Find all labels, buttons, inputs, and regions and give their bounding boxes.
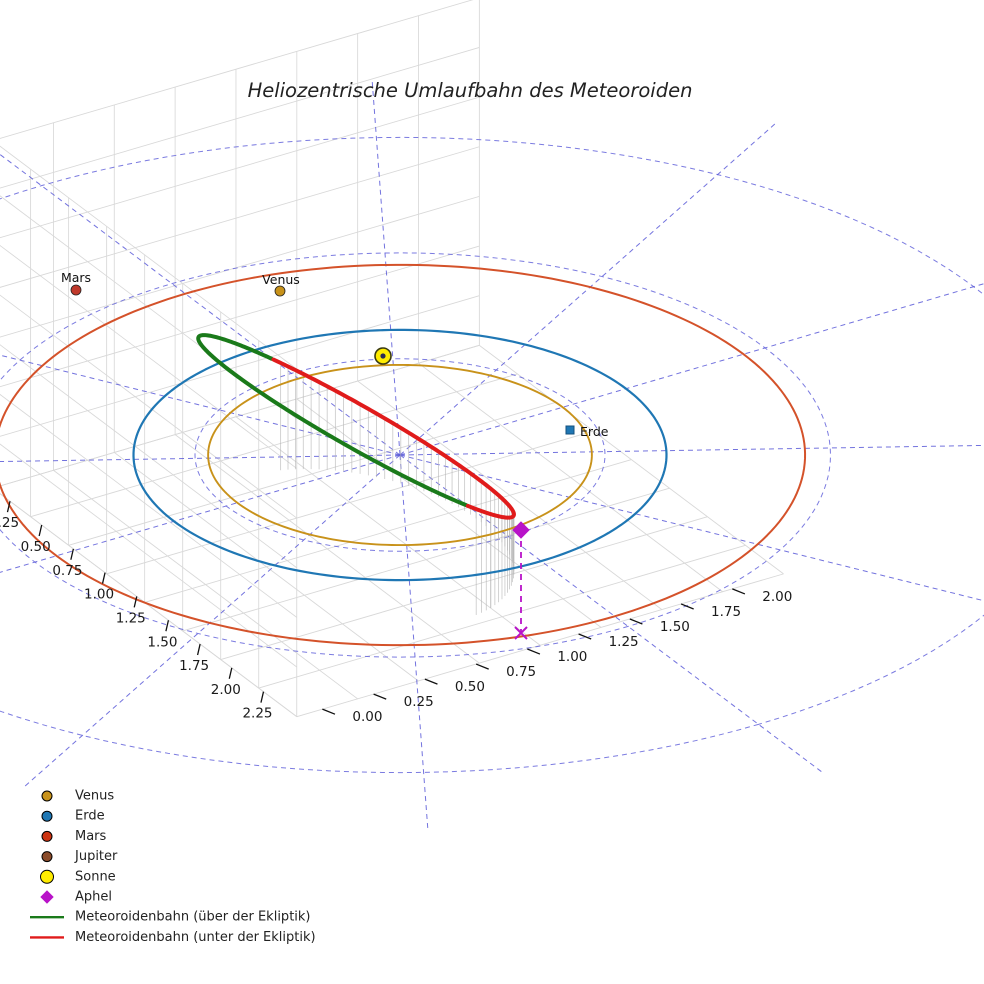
legend-label: Aphel bbox=[75, 890, 112, 905]
legend-marker bbox=[40, 869, 54, 884]
legend-item[interactable]: Meteoroidenbahn (über der Ekliptik) bbox=[30, 910, 311, 925]
legend-label: Mars bbox=[75, 829, 107, 844]
axis-tick-label: 1.00 bbox=[84, 587, 114, 603]
axis-tick-label: 0.75 bbox=[506, 664, 536, 680]
legend-marker bbox=[41, 790, 53, 802]
meteoroid-orbit bbox=[196, 333, 516, 520]
legend-item[interactable]: Sonne bbox=[40, 869, 116, 884]
axis-tick-label: 1.75 bbox=[179, 658, 209, 674]
venus-marker bbox=[274, 285, 286, 297]
body-markers bbox=[70, 284, 575, 640]
legend-label: Meteoroidenbahn (über der Ekliptik) bbox=[75, 910, 311, 925]
axes-panes bbox=[0, 0, 784, 718]
axis-tick-label: 2.00 bbox=[762, 589, 792, 605]
axis-tick-label: 0.25 bbox=[0, 515, 19, 531]
axis-tick-label: 2.25 bbox=[242, 706, 272, 722]
legend-item[interactable]: Aphel bbox=[40, 890, 112, 905]
legend-label: Venus bbox=[75, 789, 114, 804]
venus-label: Venus bbox=[262, 272, 300, 287]
ecliptic-guide-grid bbox=[0, 79, 984, 831]
legend-marker bbox=[41, 830, 53, 842]
mars-marker bbox=[70, 284, 82, 296]
legend-label: Jupiter bbox=[74, 849, 118, 864]
legend-label: Sonne bbox=[75, 869, 116, 884]
legend-item[interactable]: Mars bbox=[41, 829, 107, 844]
erde-marker bbox=[565, 425, 575, 435]
legend-label: Erde bbox=[75, 809, 105, 824]
planet-orbits bbox=[0, 263, 807, 647]
legend-marker bbox=[40, 890, 54, 904]
sonne-marker bbox=[374, 347, 392, 365]
axis-tick-label: 0.50 bbox=[21, 539, 51, 555]
page-title: Heliozentrische Umlaufbahn des Meteoroid… bbox=[248, 79, 693, 102]
axis-tick-label: 0.00 bbox=[352, 709, 382, 725]
erde-label: Erde bbox=[580, 424, 609, 439]
legend-item[interactable]: Venus bbox=[41, 789, 114, 804]
legend-marker bbox=[41, 810, 53, 822]
axis-tick-label: 2.00 bbox=[211, 682, 241, 698]
axis-tick-label: 0.50 bbox=[455, 679, 485, 695]
legend-marker bbox=[41, 851, 53, 863]
axis-tick-label: 0.25 bbox=[404, 694, 434, 710]
axis-tick-label: 0.75 bbox=[52, 563, 82, 579]
aphel-projection-marker bbox=[514, 626, 528, 640]
body-text-labels: Mars Venus Erde bbox=[61, 270, 609, 439]
aphel-marker bbox=[512, 521, 530, 539]
axis-tick-label: 1.00 bbox=[557, 649, 587, 665]
orbit-drop-stems bbox=[280, 362, 515, 615]
legend-item[interactable]: Jupiter bbox=[41, 849, 118, 864]
legend: Venus Erde Mars Jupiter Sonne Aphel Meteoroide… bbox=[30, 789, 316, 945]
legend-item[interactable]: Erde bbox=[41, 809, 105, 824]
axis-tick-label: 1.25 bbox=[116, 610, 146, 626]
legend-item[interactable]: Meteoroidenbahn (unter der Ekliptik) bbox=[30, 930, 316, 945]
mars-label: Mars bbox=[61, 270, 91, 285]
legend-label: Meteoroidenbahn (unter der Ekliptik) bbox=[75, 930, 316, 945]
axis-tick-labels: 1.251.000.750.500.250.00-0.25-0.500.250.… bbox=[0, 501, 792, 725]
axis-tick-label: 1.50 bbox=[660, 619, 690, 635]
axis-tick-label: 1.75 bbox=[711, 604, 741, 620]
axis-tick-label: 1.50 bbox=[147, 634, 177, 650]
axis-tick-label: 1.25 bbox=[609, 634, 639, 650]
